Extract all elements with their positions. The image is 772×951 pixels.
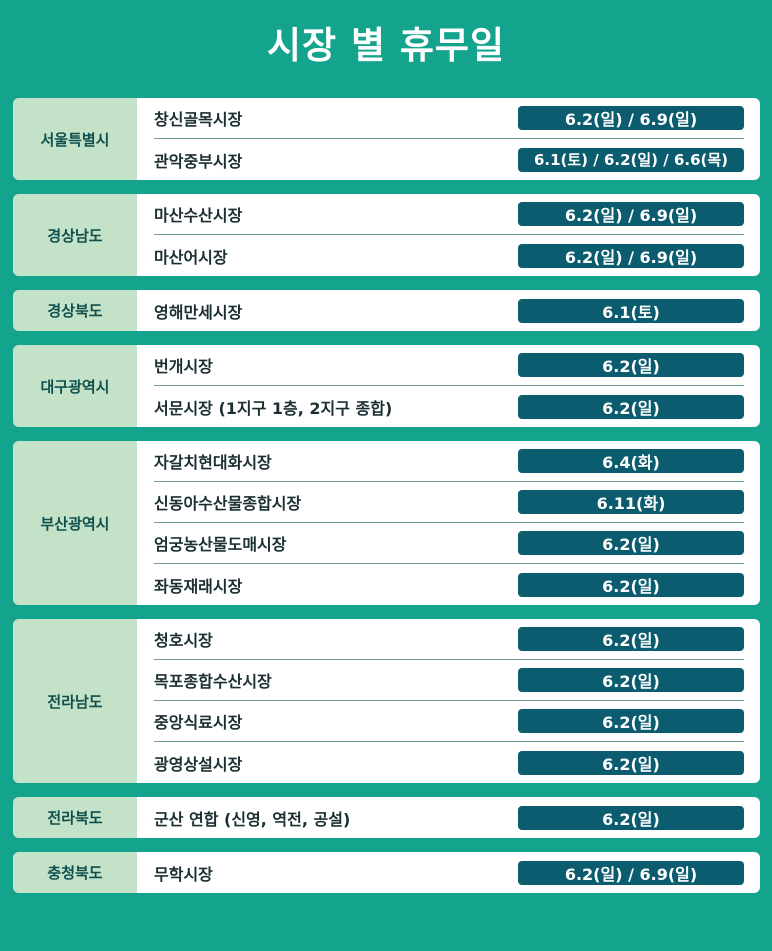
market-row: 자갈치현대화시장 6.4(화) xyxy=(154,441,744,482)
region-group: 경상남도 마산수산시장 6.2(일) / 6.9(일) 마산어시장 6.2(일) / 6… xyxy=(13,194,760,276)
market-list: 군산 연합 (신영, 역전, 공설) 6.2(일) xyxy=(137,797,760,838)
closure-dates-badge: 6.2(일) xyxy=(518,394,744,419)
region-group: 부산광역시 자갈치현대화시장 6.4(화) 신동아수산물종합시장 6.11(화) 엄궁농산… xyxy=(13,441,760,605)
market-name: 번개시장 xyxy=(154,357,213,376)
market-name: 중앙식료시장 xyxy=(154,713,243,732)
market-groups: 서울특별시 창신골목시장 6.2(일) / 6.9(일) 관악중부시장 6.1(토) /… xyxy=(13,98,760,907)
market-name: 광영상설시장 xyxy=(154,754,243,774)
closure-dates-badge: 6.1(토) / 6.2(일) / 6.6(목) xyxy=(518,147,744,172)
market-row: 마산어시장 6.2(일) / 6.9(일) xyxy=(154,235,744,276)
market-name: 엄궁농산물도매시장 xyxy=(154,535,287,554)
market-row: 번개시장 6.2(일) xyxy=(154,345,744,386)
region-label: 경상남도 xyxy=(13,194,137,276)
closure-dates-badge: 6.2(일) xyxy=(518,627,744,651)
market-name: 영해만세시장 xyxy=(154,302,243,322)
market-name: 서문시장 (1지구 1층, 2지구 종합) xyxy=(154,398,393,418)
region-label: 부산광역시 xyxy=(13,441,137,605)
market-row: 신동아수산물종합시장 6.11(화) xyxy=(154,482,744,523)
closure-dates-badge: 6.2(일) xyxy=(518,805,744,830)
closure-dates-badge: 6.11(화) xyxy=(518,490,744,514)
closure-dates-badge: 6.2(일) / 6.9(일) xyxy=(518,860,744,885)
closure-dates-badge: 6.2(일) / 6.9(일) xyxy=(518,202,744,226)
closure-dates-badge: 6.1(토) xyxy=(518,298,744,323)
market-name: 마산수산시장 xyxy=(154,206,243,225)
market-list: 자갈치현대화시장 6.4(화) 신동아수산물종합시장 6.11(화) 엄궁농산물도매시장… xyxy=(137,441,760,605)
market-row: 광영상설시장 6.2(일) xyxy=(154,742,744,783)
market-row: 마산수산시장 6.2(일) / 6.9(일) xyxy=(154,194,744,235)
market-row: 군산 연합 (신영, 역전, 공설) 6.2(일) xyxy=(154,797,744,838)
market-name: 목포종합수산시장 xyxy=(154,672,272,691)
market-row: 서문시장 (1지구 1층, 2지구 종합) 6.2(일) xyxy=(154,386,744,427)
market-name: 청호시장 xyxy=(154,631,213,650)
market-name: 신동아수산물종합시장 xyxy=(154,494,302,513)
market-row: 엄궁농산물도매시장 6.2(일) xyxy=(154,523,744,564)
market-row: 무학시장 6.2(일) / 6.9(일) xyxy=(154,852,744,893)
market-list: 마산수산시장 6.2(일) / 6.9(일) 마산어시장 6.2(일) / 6.9(일… xyxy=(137,194,760,276)
region-label: 전라남도 xyxy=(13,619,137,783)
region-group: 충청북도 무학시장 6.2(일) / 6.9(일) xyxy=(13,852,760,893)
region-group: 전라북도 군산 연합 (신영, 역전, 공설) 6.2(일) xyxy=(13,797,760,838)
closure-dates-badge: 6.2(일) xyxy=(518,531,744,555)
market-row: 중앙식료시장 6.2(일) xyxy=(154,701,744,742)
market-name: 무학시장 xyxy=(154,864,213,884)
region-group: 대구광역시 번개시장 6.2(일) 서문시장 (1지구 1층, 2지구 종합) 6.2(… xyxy=(13,345,760,427)
region-label: 대구광역시 xyxy=(13,345,137,427)
region-label: 전라북도 xyxy=(13,797,137,838)
closure-dates-badge: 6.2(일) xyxy=(518,750,744,775)
market-name: 관악중부시장 xyxy=(154,151,243,171)
market-list: 무학시장 6.2(일) / 6.9(일) xyxy=(137,852,760,893)
closure-dates-badge: 6.2(일) xyxy=(518,709,744,733)
closure-dates-badge: 6.2(일) / 6.9(일) xyxy=(518,243,744,268)
region-group: 전라남도 청호시장 6.2(일) 목포종합수산시장 6.2(일) 중앙식료시장 6.2(일)… xyxy=(13,619,760,783)
closure-dates-badge: 6.2(일) / 6.9(일) xyxy=(518,106,744,130)
market-row: 관악중부시장 6.1(토) / 6.2(일) / 6.6(목) xyxy=(154,139,744,180)
market-name: 창신골목시장 xyxy=(154,110,243,129)
closure-dates-badge: 6.2(일) xyxy=(518,353,744,377)
market-list: 영해만세시장 6.1(토) xyxy=(137,290,760,331)
market-list: 청호시장 6.2(일) 목포종합수산시장 6.2(일) 중앙식료시장 6.2(일) 광영상설… xyxy=(137,619,760,783)
market-row: 목포종합수산시장 6.2(일) xyxy=(154,660,744,701)
page-title: 시장 별 휴무일 xyxy=(266,24,505,67)
region-group: 경상북도 영해만세시장 6.1(토) xyxy=(13,290,760,331)
closure-dates-badge: 6.2(일) xyxy=(518,668,744,692)
market-row: 창신골목시장 6.2(일) / 6.9(일) xyxy=(154,98,744,139)
market-row: 영해만세시장 6.1(토) xyxy=(154,290,744,331)
region-label: 경상북도 xyxy=(13,290,137,331)
region-label: 충청북도 xyxy=(13,852,137,893)
region-group: 서울특별시 창신골목시장 6.2(일) / 6.9(일) 관악중부시장 6.1(토) /… xyxy=(13,98,760,180)
closure-dates-badge: 6.2(일) xyxy=(518,572,744,597)
market-row: 좌동재래시장 6.2(일) xyxy=(154,564,744,605)
market-list: 번개시장 6.2(일) 서문시장 (1지구 1층, 2지구 종합) 6.2(일) xyxy=(137,345,760,427)
region-label: 서울특별시 xyxy=(13,98,137,180)
market-row: 청호시장 6.2(일) xyxy=(154,619,744,660)
market-name: 군산 연합 (신영, 역전, 공설) xyxy=(154,809,351,829)
closure-dates-badge: 6.4(화) xyxy=(518,449,744,473)
market-name: 마산어시장 xyxy=(154,247,228,267)
market-list: 창신골목시장 6.2(일) / 6.9(일) 관악중부시장 6.1(토) / 6.2(… xyxy=(137,98,760,180)
market-name: 자갈치현대화시장 xyxy=(154,453,272,472)
market-name: 좌동재래시장 xyxy=(154,576,243,596)
